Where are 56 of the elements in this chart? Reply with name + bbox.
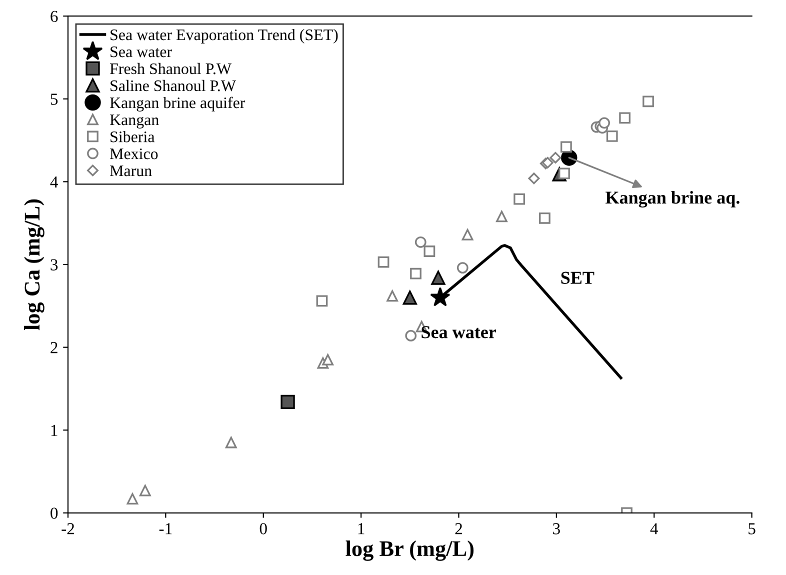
point xyxy=(424,246,436,257)
legend-label: Mexico xyxy=(110,148,158,160)
point xyxy=(386,290,398,302)
legend-label: Sea water Evaporation Trend (SET) xyxy=(110,28,338,44)
legend-label: Kangan brine aquifer xyxy=(110,96,246,112)
y-tick-label: 6 xyxy=(50,10,58,22)
x-tick-label: 0 xyxy=(260,523,267,534)
y-tick-label: 3 xyxy=(50,259,58,270)
point xyxy=(456,262,468,274)
point xyxy=(550,152,562,164)
y-tick-label: 4 xyxy=(50,176,58,188)
annotation: SET xyxy=(561,272,594,284)
annotation: Sea water xyxy=(422,326,496,338)
x-tick-label: -2 xyxy=(62,523,74,534)
legend-label: Marun xyxy=(110,166,152,176)
x-tick-label: 2 xyxy=(455,523,462,534)
legend-label: Kangan xyxy=(110,114,159,129)
annotation: Kangan brine aq. xyxy=(606,191,740,208)
x-axis-title: log Br (mg/L) xyxy=(346,540,474,561)
point xyxy=(402,290,417,305)
y-tick-label: 0 xyxy=(50,508,58,519)
point xyxy=(606,130,618,142)
point xyxy=(642,96,654,108)
legend-label: Saline Shanoul P.W xyxy=(110,80,236,92)
point xyxy=(405,330,417,342)
point xyxy=(322,354,334,366)
y-tick-label: 1 xyxy=(51,424,58,436)
point xyxy=(139,484,151,496)
x-tick-label: -1 xyxy=(159,523,172,534)
legend-label: Fresh Shanoul P.W xyxy=(110,62,232,74)
x-tick-label: 1 xyxy=(358,523,364,534)
point xyxy=(316,295,328,307)
point xyxy=(414,236,426,248)
point xyxy=(378,256,390,268)
y-tick-label: 2 xyxy=(50,342,58,354)
point xyxy=(528,172,540,184)
y-axis-title: log Ca (mg/L) xyxy=(24,199,44,330)
legend-label: Sea water xyxy=(110,46,172,58)
point xyxy=(431,270,446,285)
x-tick-label: 3 xyxy=(553,523,560,534)
y-tick-label: 5 xyxy=(50,94,58,105)
point xyxy=(560,141,572,153)
point xyxy=(280,394,295,410)
point xyxy=(496,210,508,222)
point xyxy=(462,228,474,240)
point xyxy=(598,117,610,129)
point xyxy=(430,287,450,306)
x-tick-label: 4 xyxy=(650,523,658,534)
point xyxy=(514,193,526,205)
point xyxy=(225,436,237,448)
x-tick-label: 5 xyxy=(748,523,756,534)
point xyxy=(126,493,138,505)
legend-label: Siberia xyxy=(110,131,155,142)
point xyxy=(619,112,631,124)
point xyxy=(410,268,422,280)
point xyxy=(539,212,550,224)
